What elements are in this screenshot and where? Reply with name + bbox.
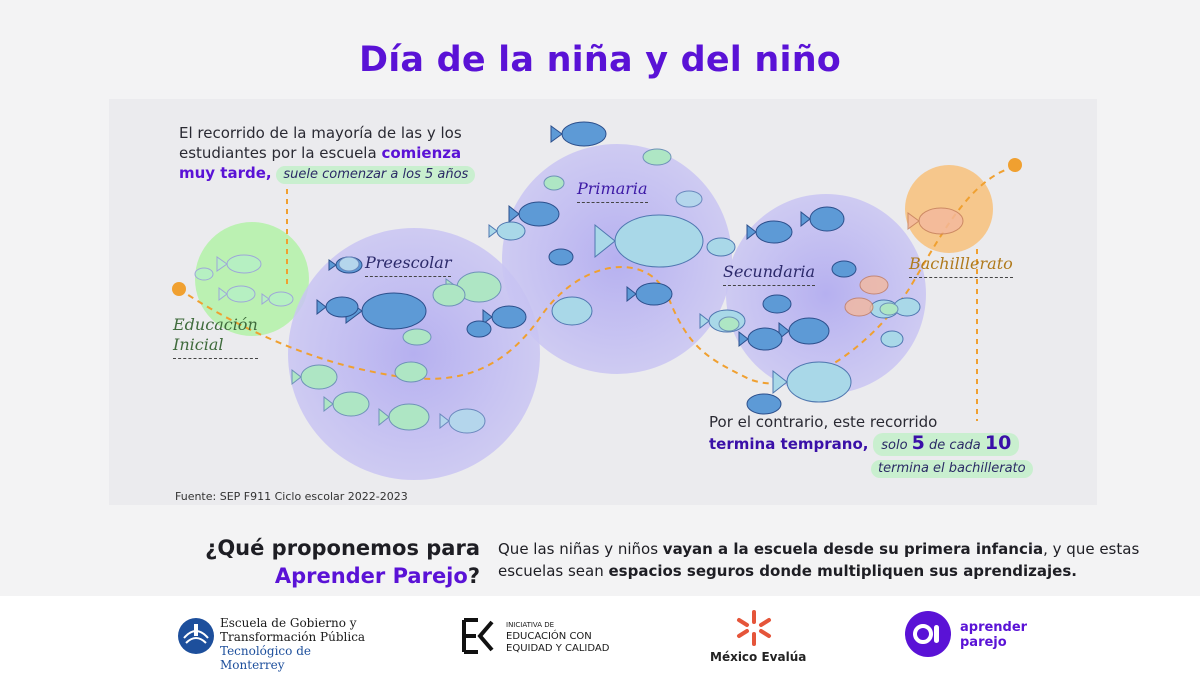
mexico-evalua-name: México Evalúa	[710, 650, 807, 664]
tec-line-2: Transformación Pública	[220, 630, 366, 644]
question-line-2: Aprender Parejo?	[120, 562, 480, 590]
ratio-de-cada: de cada	[929, 438, 981, 453]
ap-line-1: aprender	[960, 620, 1028, 635]
dashed-path	[178, 166, 1015, 385]
stage-label-secundaria: Secundaria	[723, 262, 816, 286]
stage-educacion-line-2: Inicial	[173, 335, 224, 354]
aprender-parejo-text: aprender parejo	[960, 620, 1027, 650]
tec-logo-text: Escuela de Gobierno y Transformación Púb…	[220, 616, 377, 672]
intro-line-2-text: estudiantes por la escuela	[179, 144, 382, 162]
question-mark: ?	[467, 564, 480, 588]
proposal-b2: espacios seguros donde multipliquen sus …	[608, 562, 1077, 580]
page-title: Día de la niña y del niño	[358, 40, 842, 80]
infographic-panel: El recorrido de la mayoría de las y los …	[109, 99, 1097, 505]
outro-bachillerato-pill: termina el bachillerato	[871, 460, 1033, 478]
outro-ratio-pill: solo 5 de cada 10	[873, 432, 1020, 456]
stage-label-bachillerato: Bachilllerato	[909, 254, 1013, 278]
outro-line-3: termina el bachillerato	[709, 456, 1039, 478]
stage-label-educacion-inicial: Educación Inicial	[173, 315, 258, 359]
stage-label-primaria: Primaria	[577, 179, 648, 203]
circle-educacion-inicial	[195, 222, 309, 336]
path-end-dot	[1008, 158, 1022, 172]
tec-monterrey-logo[interactable]: Escuela de Gobierno y Transformación Púb…	[177, 616, 377, 672]
iec-line-2: EDUCACIÓN CON	[506, 631, 592, 642]
iec-line-1: INICIATIVA DE	[506, 621, 555, 629]
proposal-question: ¿Qué proponemos para Aprender Parejo?	[120, 534, 480, 590]
intro-line-1: El recorrido de la mayoría de las y los	[179, 124, 462, 142]
outro-highlight: termina temprano,	[709, 435, 869, 453]
proposal-b1: vayan a la escuela desde su primera infa…	[662, 540, 1044, 558]
intro-highlight-muy-tarde: muy tarde,	[179, 164, 272, 182]
mexico-evalua-logo[interactable]: México Evalúa	[700, 608, 810, 668]
iec-logo[interactable]: INICIATIVA DE EDUCACIÓN CON EQUIDAD Y CA…	[460, 616, 630, 660]
intro-highlight-comienza: comienza	[381, 144, 462, 162]
stage-label-preescolar: Preescolar	[365, 253, 452, 277]
fish-school	[194, 121, 964, 434]
aprender-parejo-logo[interactable]: aprender parejo	[904, 610, 1044, 662]
tec-shield-icon	[178, 618, 214, 654]
outro-text: Por el contrario, este recorrido termina…	[709, 411, 1039, 478]
intro-line-2: estudiantes por la escuela comienza	[179, 143, 539, 163]
stage-educacion-line-1: Educación	[173, 315, 258, 334]
question-accent: Aprender Parejo	[274, 564, 468, 588]
source-note: Fuente: SEP F911 Ciclo escolar 2022-2023	[175, 490, 408, 503]
iec-emblem-icon	[462, 618, 494, 654]
outro-line-1: Por el contrario, este recorrido	[709, 413, 938, 431]
intro-age-pill: suele comenzar a los 5 años	[276, 166, 476, 184]
proposal-t1: Que las niñas y niños	[498, 540, 663, 558]
footer-logos: Escuela de Gobierno y Transformación Púb…	[0, 596, 1200, 675]
iec-line-3: EQUIDAD Y CALIDAD	[506, 643, 610, 654]
outro-line-2: termina temprano, solo 5 de cada 10	[709, 433, 1039, 456]
aprender-parejo-icon	[905, 611, 951, 657]
iec-logo-text: INICIATIVA DE EDUCACIÓN CON EQUIDAD Y CA…	[506, 619, 609, 655]
tec-line-1: Escuela de Gobierno y	[220, 616, 357, 630]
proposal-t2: , y que estas escuelas sean	[498, 540, 1140, 580]
tec-line-3: Tecnológico de Monterrey	[220, 644, 311, 672]
intro-text: El recorrido de la mayoría de las y los …	[179, 123, 539, 184]
ratio-solo: solo	[881, 438, 908, 453]
ratio-num-5: 5	[911, 432, 925, 454]
question-line-1: ¿Qué proponemos para	[205, 536, 480, 560]
path-start-dot	[172, 282, 186, 296]
pathway-illustration	[172, 121, 1022, 480]
proposal-text: Que las niñas y niños vayan a la escuela…	[498, 538, 1198, 582]
intro-line-3: muy tarde, suele comenzar a los 5 años	[179, 163, 539, 184]
ap-line-2: parejo	[960, 635, 1007, 650]
mexico-evalua-star-icon	[737, 610, 771, 646]
ratio-num-10: 10	[984, 432, 1012, 454]
